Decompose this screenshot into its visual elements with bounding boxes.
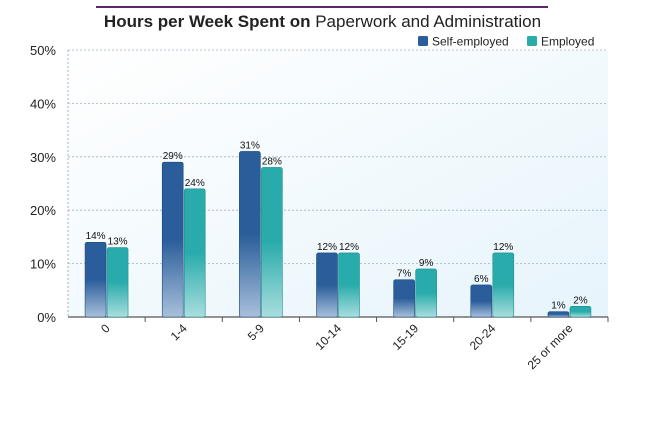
data-label: 9% bbox=[419, 258, 434, 269]
y-tick-label: 40% bbox=[30, 96, 56, 111]
data-label: 12% bbox=[317, 242, 337, 253]
x-tick-label: 0 bbox=[98, 321, 113, 336]
y-tick-label: 0% bbox=[37, 310, 56, 325]
plot-background bbox=[68, 50, 608, 317]
bar-self-employed-20-24 bbox=[470, 284, 493, 318]
y-tick-label: 30% bbox=[30, 150, 56, 165]
y-tick-label: 10% bbox=[30, 257, 56, 272]
x-tick-label: 10-14 bbox=[313, 321, 345, 353]
bar-employed-20-24 bbox=[492, 252, 515, 318]
data-label: 14% bbox=[86, 231, 106, 242]
x-tick-label: 1-4 bbox=[168, 321, 190, 343]
data-label: 7% bbox=[397, 269, 412, 280]
chart-title-regular: Paperwork and Administration bbox=[315, 12, 542, 31]
data-label: 28% bbox=[262, 156, 282, 167]
x-axis-ticks: 0 1-4 5-9 10-14 15-19 20-24 25 or more bbox=[98, 317, 609, 372]
data-label: 12% bbox=[339, 242, 359, 253]
x-tick-label: 25 or more bbox=[525, 321, 576, 372]
data-label: 24% bbox=[185, 178, 205, 189]
bar-employed-5-9 bbox=[261, 167, 283, 318]
bar-employed-1-4 bbox=[183, 188, 206, 318]
bar-employed-15-19 bbox=[415, 268, 437, 318]
bar-employed-10-14 bbox=[338, 252, 360, 318]
data-label: 2% bbox=[573, 295, 588, 306]
legend-label: Self-employed bbox=[432, 35, 509, 49]
legend-label: Employed bbox=[541, 35, 594, 49]
y-tick-label: 50% bbox=[30, 43, 56, 58]
chart-title-bold: Hours per Week Spent on bbox=[103, 12, 311, 31]
bar-self-employed-0 bbox=[84, 241, 107, 318]
data-label: 1% bbox=[551, 301, 566, 312]
data-label: 31% bbox=[240, 140, 260, 151]
legend-swatch-employed bbox=[527, 36, 537, 46]
title-rule bbox=[96, 6, 548, 8]
x-tick-label: 5-9 bbox=[245, 321, 267, 343]
bar-employed-25-or-more bbox=[569, 306, 592, 318]
gridlines bbox=[68, 49, 608, 318]
bar-self-employed-5-9 bbox=[239, 151, 261, 318]
bars bbox=[84, 151, 592, 318]
legend: Self-employed Employed bbox=[418, 35, 594, 49]
data-label: 6% bbox=[474, 274, 489, 285]
chart-title: Hours per Week Spent on Paperwork and Ad… bbox=[104, 12, 541, 32]
bar-employed-0 bbox=[106, 247, 129, 318]
data-label: 13% bbox=[108, 237, 128, 248]
bar-self-employed-25-or-more bbox=[547, 311, 570, 318]
y-axis-ticks: 0% 10% 20% 30% 40% 50% bbox=[30, 43, 56, 325]
bar-self-employed-15-19 bbox=[393, 279, 415, 318]
data-label: 29% bbox=[163, 151, 183, 162]
value-labels: 14% 13%29%24%31%28%12% 12%7%9%6%12%1% 2% bbox=[86, 140, 588, 311]
bar-self-employed-10-14 bbox=[316, 252, 338, 318]
legend-swatch-self-employed bbox=[418, 36, 428, 46]
plot-area bbox=[67, 50, 608, 317]
x-tick-label: 20-24 bbox=[467, 321, 499, 353]
x-tick-label: 15-19 bbox=[390, 321, 422, 353]
chart-title-container: Hours per Week Spent on Paperwork and Ad… bbox=[0, 6, 645, 32]
bar-self-employed-1-4 bbox=[161, 161, 184, 318]
data-label: 12% bbox=[493, 242, 513, 253]
y-tick-label: 20% bbox=[30, 203, 56, 218]
